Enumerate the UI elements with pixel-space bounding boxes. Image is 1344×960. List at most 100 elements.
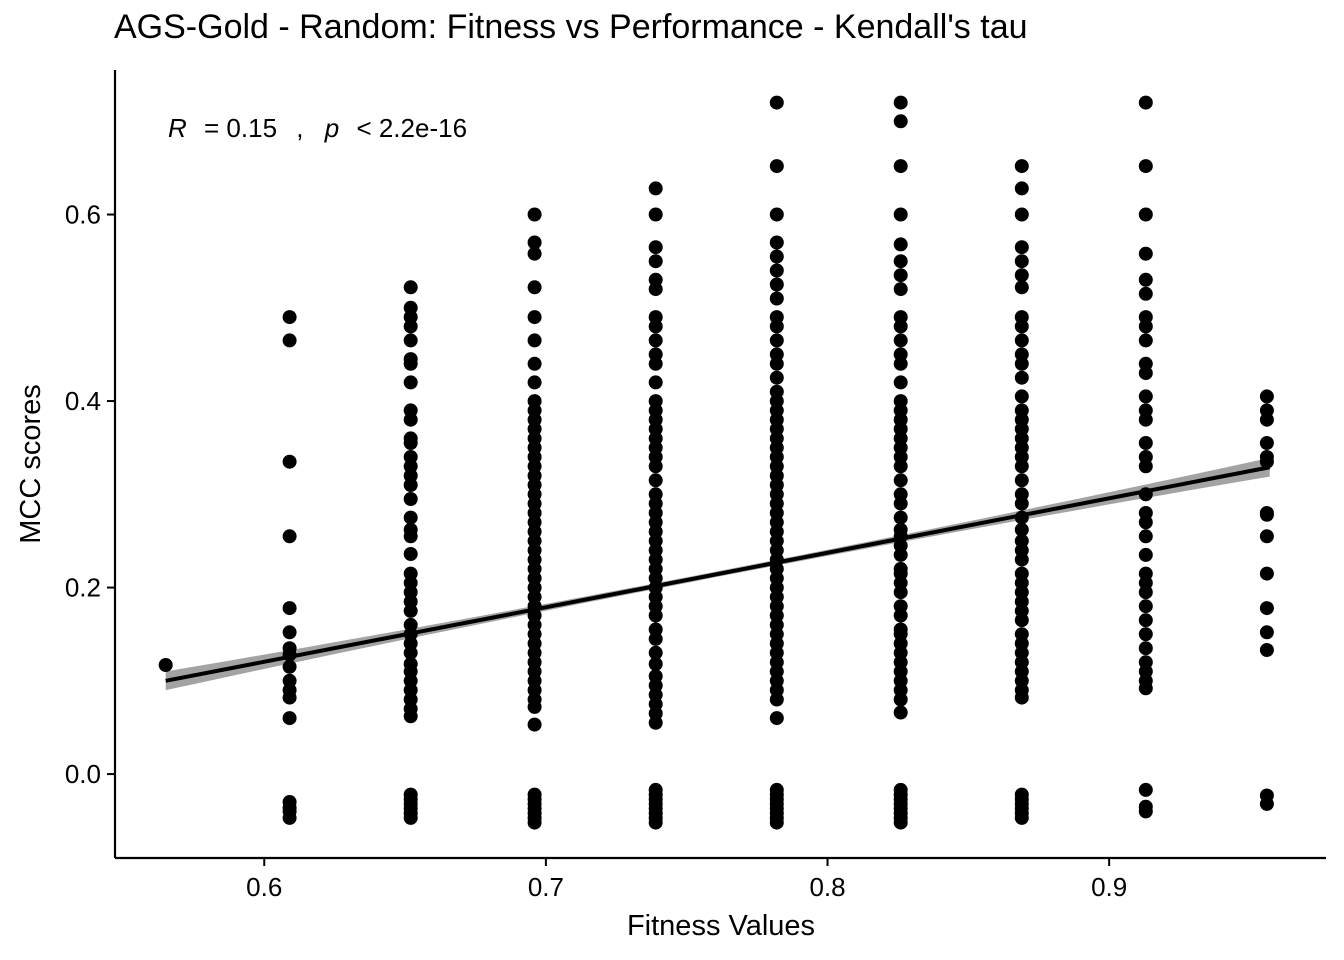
data-point	[1014, 333, 1029, 348]
data-point	[282, 601, 297, 616]
data-point	[527, 207, 542, 222]
data-point	[1138, 319, 1153, 334]
data-point	[527, 375, 542, 390]
x-tick-label: 0.8	[809, 872, 845, 902]
data-point	[893, 608, 908, 623]
annotation-p-label: p	[324, 113, 339, 143]
data-point	[1014, 552, 1029, 567]
annotation-sep: ,	[296, 113, 303, 143]
ticks-layer: 0.6 0.7 0.8 0.9 0.0 0.2 0.4 0.6	[65, 200, 1127, 902]
data-point	[1138, 804, 1153, 819]
correlation-annotation: R = 0.15 , p < 2.2e-16	[168, 113, 467, 143]
data-point	[1138, 412, 1153, 427]
data-point	[769, 291, 784, 306]
data-point	[769, 370, 784, 385]
data-point	[282, 690, 297, 705]
data-point	[1014, 613, 1029, 628]
data-point	[1138, 782, 1153, 797]
data-point	[282, 659, 297, 674]
data-point	[648, 282, 663, 297]
data-point	[1138, 207, 1153, 222]
data-point	[648, 375, 663, 390]
data-point	[158, 658, 173, 672]
data-point	[1138, 613, 1153, 628]
data-point	[282, 810, 297, 825]
data-point	[527, 235, 542, 250]
data-point	[893, 159, 908, 174]
data-point	[1014, 810, 1029, 825]
x-tick-label: 0.7	[528, 872, 564, 902]
data-point	[403, 478, 418, 492]
data-point	[893, 268, 908, 283]
data-point	[648, 815, 663, 830]
data-point	[1138, 641, 1153, 656]
data-point	[403, 333, 418, 348]
data-point	[769, 159, 784, 174]
data-point	[527, 699, 542, 714]
y-tick-label: 0.4	[65, 386, 101, 416]
data-point	[1138, 366, 1153, 381]
data-point	[1138, 515, 1153, 530]
data-point	[893, 815, 908, 830]
data-point	[1259, 625, 1274, 640]
data-point	[769, 333, 784, 348]
data-point	[1138, 272, 1153, 287]
data-point	[893, 95, 908, 110]
data-point	[403, 810, 418, 825]
data-point	[1014, 496, 1029, 511]
data-point	[769, 692, 784, 707]
data-point	[893, 333, 908, 348]
data-point	[1259, 436, 1274, 450]
data-point	[403, 356, 418, 371]
data-point	[893, 356, 908, 371]
data-point	[893, 705, 908, 720]
data-point	[769, 263, 784, 278]
data-point	[1014, 690, 1029, 705]
data-point	[1138, 246, 1153, 261]
data-point	[1138, 95, 1153, 110]
data-point	[893, 547, 908, 562]
data-point	[1014, 370, 1029, 385]
data-point	[403, 280, 418, 295]
data-point	[1259, 412, 1274, 427]
data-point	[1014, 356, 1029, 371]
y-tick-label: 0.2	[65, 573, 101, 603]
data-point	[1014, 319, 1029, 334]
data-point	[893, 473, 908, 488]
annotation-r-label: R	[168, 113, 187, 143]
data-point	[403, 547, 418, 561]
data-point	[403, 645, 418, 660]
data-point	[769, 277, 784, 292]
data-point	[1014, 522, 1029, 537]
data-point	[1138, 547, 1153, 562]
data-point	[1138, 529, 1153, 544]
data-point	[769, 235, 784, 250]
data-point	[893, 375, 908, 390]
data-point	[769, 249, 784, 264]
data-point	[1138, 599, 1153, 614]
data-point	[527, 310, 542, 325]
data-point	[1259, 643, 1274, 657]
data-point	[1138, 159, 1153, 174]
data-point	[893, 237, 908, 252]
data-point	[527, 280, 542, 295]
data-point	[1138, 627, 1153, 642]
data-point	[648, 608, 663, 623]
data-point	[769, 815, 784, 830]
y-tick-label: 0.6	[65, 200, 101, 230]
x-tick-label: 0.6	[246, 872, 282, 902]
data-point	[1014, 159, 1029, 174]
y-tick-label: 0.0	[65, 759, 101, 789]
data-point	[1259, 601, 1274, 616]
regression-line-layer	[165, 465, 1271, 683]
data-point	[1259, 454, 1274, 469]
data-point	[648, 645, 663, 660]
data-point	[403, 436, 418, 450]
data-point	[893, 496, 908, 511]
data-point	[893, 510, 908, 525]
data-point	[403, 319, 418, 334]
data-point	[1259, 566, 1274, 581]
data-point	[769, 711, 784, 726]
data-point	[403, 510, 418, 525]
